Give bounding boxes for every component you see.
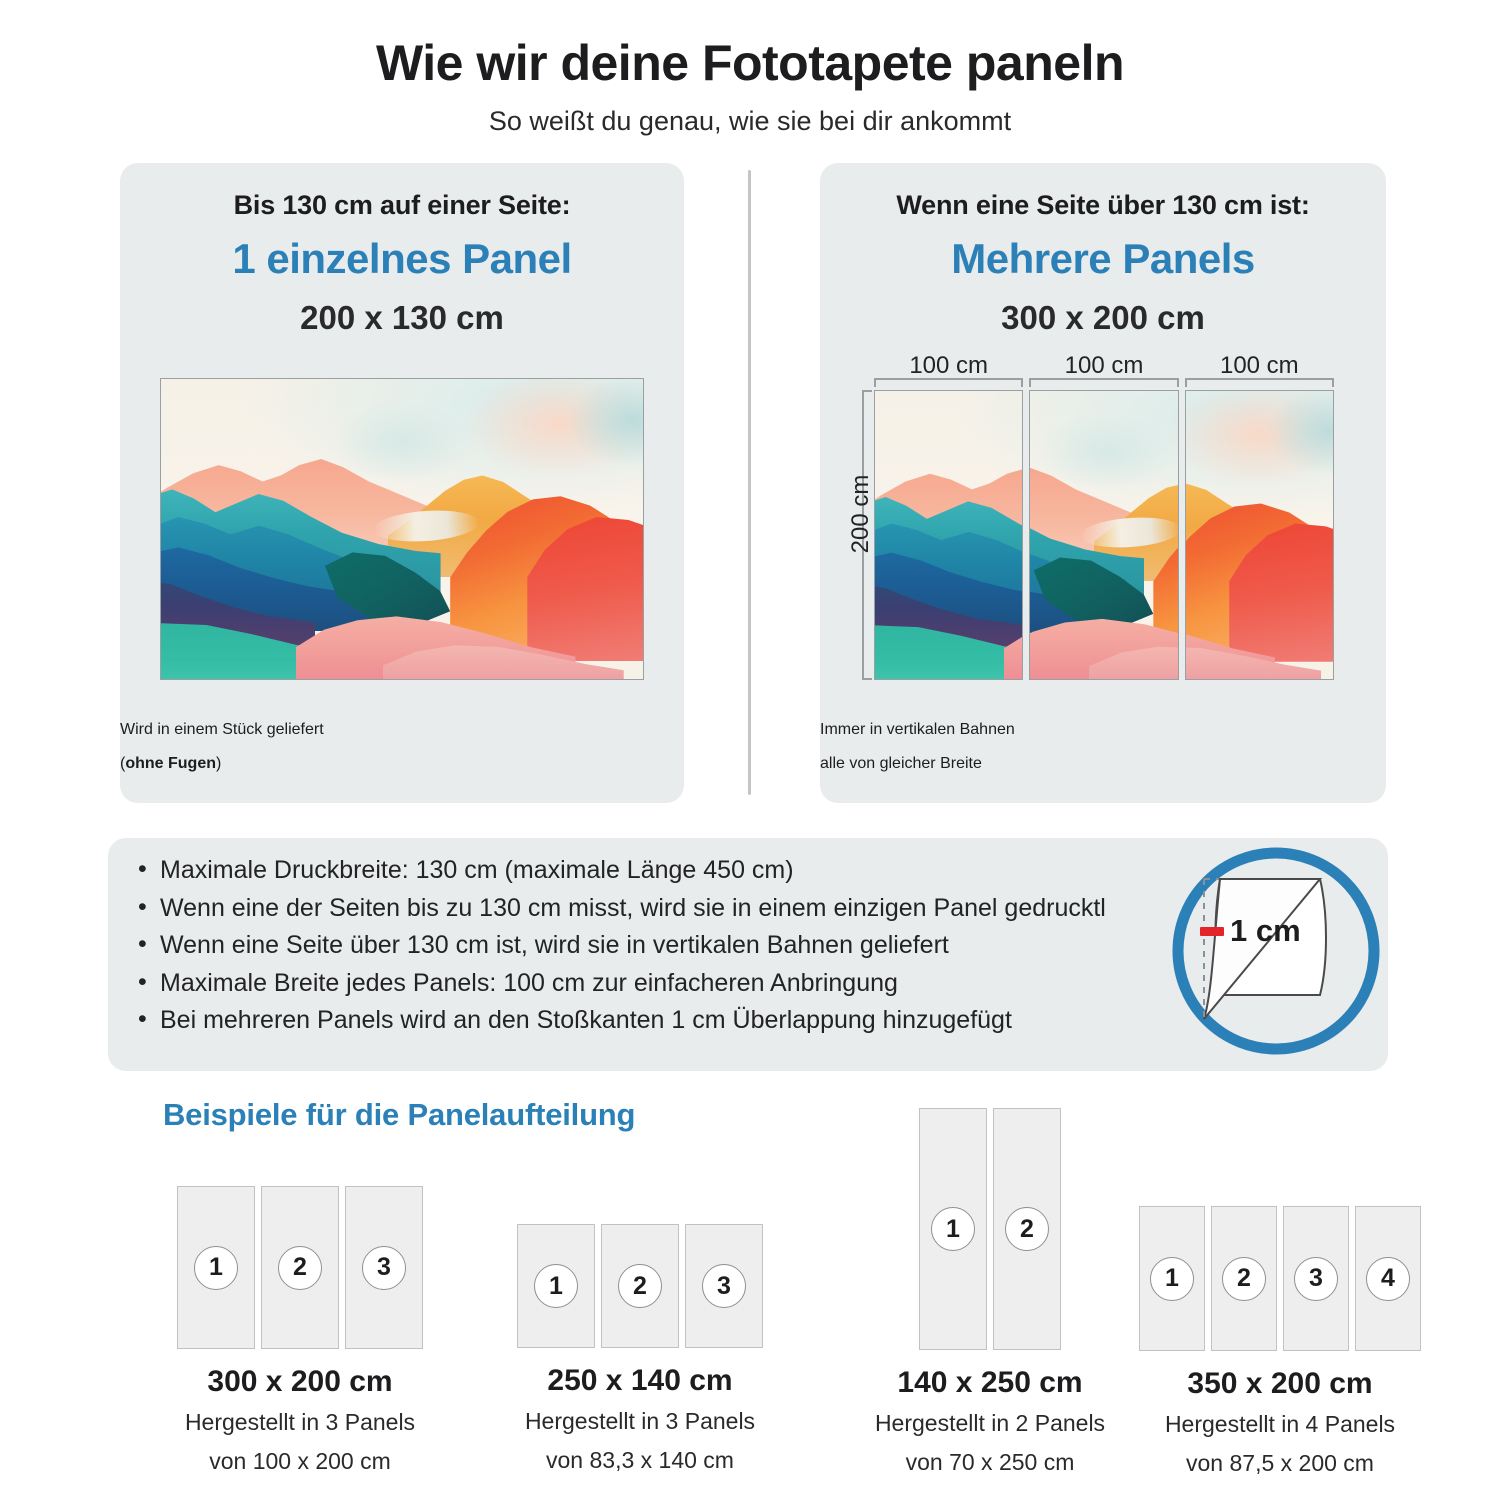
left-caption-line1: Wird in einem Stück geliefert xyxy=(120,721,324,738)
spec-item: Wenn eine Seite über 130 cm ist, wird si… xyxy=(136,927,1166,964)
panel-number: 1 xyxy=(931,1207,975,1251)
panel-width-brackets xyxy=(874,378,1334,388)
example-panel: 1 xyxy=(177,1186,255,1349)
example-size: 300 x 200 cm xyxy=(207,1365,393,1398)
watercolour-artwork-slice-3 xyxy=(1185,391,1333,679)
panel-number: 2 xyxy=(1222,1256,1266,1301)
caption-highlight: ohne Fugen xyxy=(125,755,216,772)
example-panel: 3 xyxy=(1283,1206,1349,1351)
spec-item: Wenn eine der Seiten bis zu 130 cm misst… xyxy=(136,890,1166,927)
panel-number: 2 xyxy=(278,1245,322,1290)
artwork-single-panel xyxy=(160,378,644,680)
example-panel: 3 xyxy=(685,1224,763,1348)
examples-title: Beispiele für die Panelaufteilung xyxy=(163,1097,636,1132)
page-header: Wie wir deine Fototapete paneln So weißt… xyxy=(0,0,1500,137)
artwork-panel-1 xyxy=(874,390,1024,680)
artwork-multi-panel xyxy=(874,390,1334,680)
example-panels: 1 2 xyxy=(790,1108,1190,1350)
panel-number: 2 xyxy=(618,1264,662,1308)
panel-number: 3 xyxy=(362,1245,406,1290)
right-card-eyebrow: Wenn eine Seite über 130 cm ist: xyxy=(896,190,1310,220)
paper-curl xyxy=(1203,878,1323,1020)
example-panels: 1 2 3 xyxy=(100,1186,500,1349)
example-350x200: 1 2 3 4 350 x 200 cm Hergestellt in 4 Pa… xyxy=(1080,1206,1480,1478)
example-panels: 1 2 3 xyxy=(440,1224,840,1348)
panel-width-labels: 100 cm 100 cm 100 cm xyxy=(874,352,1334,390)
example-250x140: 1 2 3 250 x 140 cm Hergestellt in 3 Pane… xyxy=(440,1224,840,1475)
panel-height-bracket xyxy=(862,390,872,680)
example-size: 140 x 250 cm xyxy=(897,1366,1083,1399)
example-made-line1: Hergestellt in 4 Panels xyxy=(1164,1411,1396,1437)
example-300x200: 1 2 3 300 x 200 cm Hergestellt in 3 Pane… xyxy=(100,1186,500,1476)
artwork-panel-2 xyxy=(1029,390,1179,680)
watercolour-artwork-slice-2 xyxy=(1030,391,1178,679)
spec-item: Bei mehreren Panels wird an den Stoßkant… xyxy=(136,1002,1166,1039)
panel-number: 4 xyxy=(1366,1256,1410,1301)
example-made-line1: Hergestellt in 2 Panels xyxy=(874,1410,1106,1436)
example-panel: 2 xyxy=(601,1224,679,1348)
overlap-diagram: 1 cm xyxy=(1168,843,1384,1059)
left-card-eyebrow: Bis 130 cm auf einer Seite: xyxy=(233,190,571,220)
overlap-marker-icon xyxy=(1200,927,1224,936)
panel-number: 1 xyxy=(1150,1256,1194,1301)
spec-item: Maximale Druckbreite: 130 cm (maximale L… xyxy=(136,852,1166,889)
example-panel: 2 xyxy=(993,1108,1061,1350)
example-made-line2: von 100 x 200 cm xyxy=(209,1447,391,1474)
panel-number: 3 xyxy=(1294,1256,1338,1301)
specs-list: Maximale Druckbreite: 130 cm (maximale L… xyxy=(136,852,1166,1041)
width-bracket-3 xyxy=(1184,378,1334,387)
vertical-divider xyxy=(748,170,751,795)
example-panel: 1 xyxy=(517,1224,595,1348)
width-bracket-2 xyxy=(1029,378,1179,387)
example-panel: 3 xyxy=(345,1186,423,1349)
paren-close: ) xyxy=(215,755,222,772)
left-card-dimensions: 200 x 130 cm xyxy=(300,299,504,336)
example-panel: 2 xyxy=(1211,1206,1277,1351)
right-caption-line2: alle von gleicher Breite xyxy=(820,755,982,772)
left-caption-line2: (ohne Fugen) xyxy=(120,755,684,773)
example-size: 350 x 200 cm xyxy=(1187,1367,1373,1400)
page-subtitle: So weißt du genau, wie sie bei dir ankom… xyxy=(488,106,1012,136)
overlap-diagram-svg: 1 cm xyxy=(1172,847,1380,1055)
blue-ring-icon xyxy=(1172,847,1380,1055)
panel-number: 3 xyxy=(702,1264,746,1308)
panel-number: 2 xyxy=(1005,1207,1049,1251)
panel-number: 1 xyxy=(534,1264,578,1308)
width-bracket-1 xyxy=(874,378,1024,387)
panel-width-label-2: 100 cm xyxy=(1064,352,1144,379)
left-card-caption: Wird in einem Stück geliefert (ohne Fuge… xyxy=(120,705,684,789)
example-made-line1: Hergestellt in 3 Panels xyxy=(184,1409,416,1435)
example-panel: 4 xyxy=(1355,1206,1421,1351)
panel-number: 1 xyxy=(194,1245,238,1290)
watercolour-artwork-slice-1 xyxy=(875,391,1023,679)
spec-item: Maximale Breite jedes Panels: 100 cm zur… xyxy=(136,965,1166,1002)
example-made-line2: von 83,3 x 140 cm xyxy=(546,1446,734,1473)
left-card-headline: 1 einzelnes Panel xyxy=(232,235,572,282)
example-panel: 1 xyxy=(1139,1206,1205,1351)
example-made-line1: Hergestellt in 3 Panels xyxy=(524,1408,756,1434)
artwork-panel-3 xyxy=(1184,390,1334,680)
example-140x250: 1 2 140 x 250 cm Hergestellt in 2 Panels… xyxy=(790,1108,1190,1477)
example-panel: 2 xyxy=(261,1186,339,1349)
example-panels: 1 2 3 4 xyxy=(1080,1206,1480,1351)
example-made-line2: von 87,5 x 200 cm xyxy=(1186,1449,1374,1476)
art-sky-teal xyxy=(546,379,643,469)
panel-width-label-1: 100 cm xyxy=(909,352,989,379)
example-made-line2: von 70 x 250 cm xyxy=(905,1448,1075,1475)
right-card-caption: Immer in vertikalen Bahnen alle von glei… xyxy=(820,705,1386,789)
right-card-headline: Mehrere Panels xyxy=(951,235,1255,282)
example-panel: 1 xyxy=(919,1108,987,1350)
panel-height-label: 200 cm xyxy=(847,474,874,554)
right-caption-line1: Immer in vertikalen Bahnen xyxy=(820,721,1015,738)
paren-open: ( xyxy=(120,755,126,772)
overlap-label: 1 cm xyxy=(1230,913,1301,948)
page-title: Wie wir deine Fototapete paneln xyxy=(375,35,1125,91)
panel-width-label-3: 100 cm xyxy=(1219,352,1299,379)
right-card-dimensions: 300 x 200 cm xyxy=(1001,299,1205,336)
watercolour-artwork xyxy=(161,379,643,679)
example-size: 250 x 140 cm xyxy=(547,1364,733,1397)
